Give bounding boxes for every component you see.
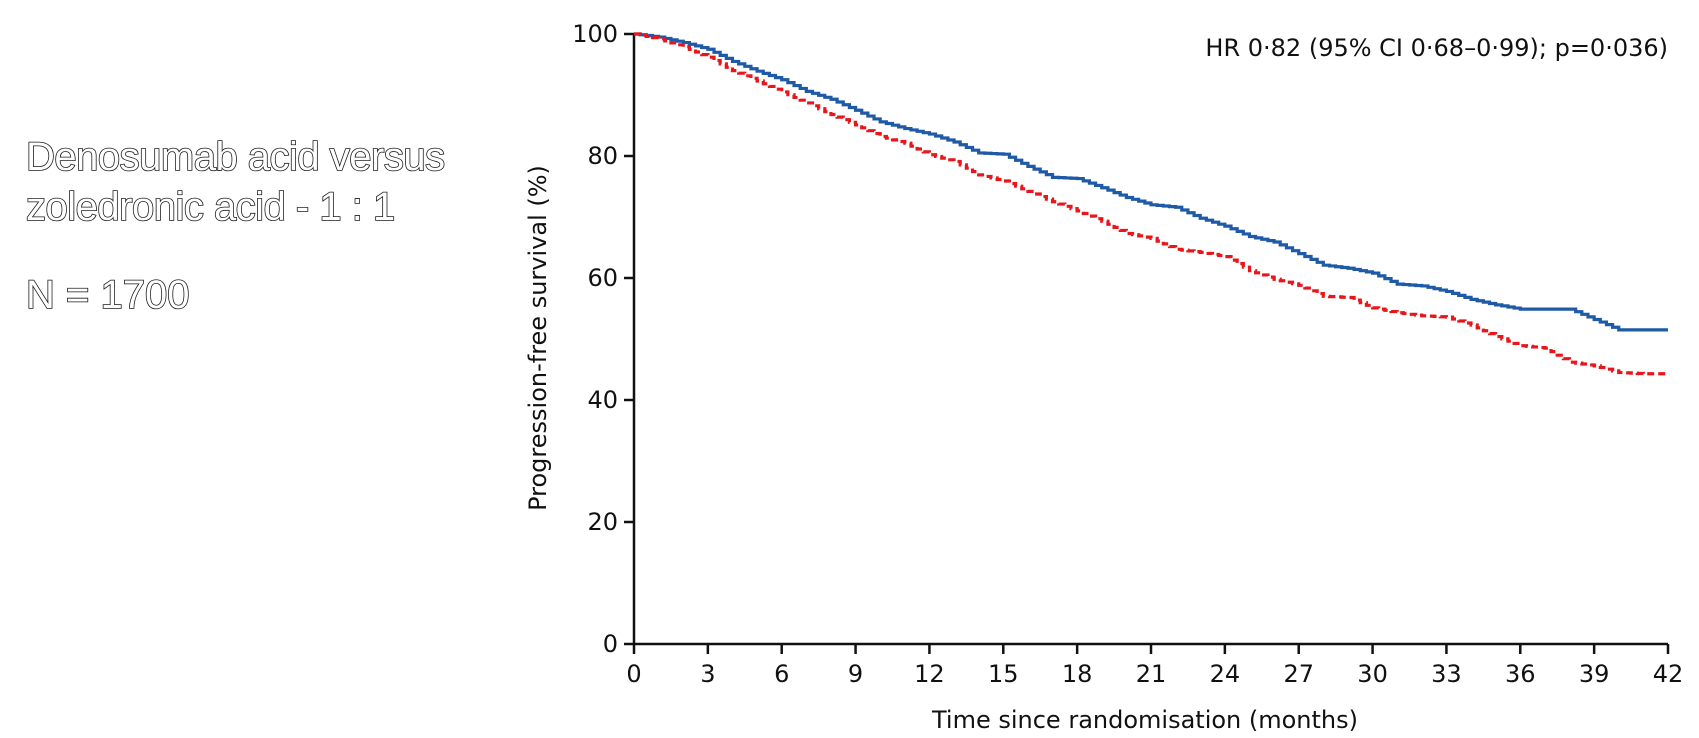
y-tick-label: 0 — [603, 630, 618, 658]
hazard-ratio-annotation: HR 0·82 (95% CI 0·68–0·99); p=0·036) — [1205, 34, 1668, 62]
x-tick-label: 21 — [1136, 660, 1167, 688]
x-tick-label: 36 — [1505, 660, 1536, 688]
x-tick-label: 27 — [1283, 660, 1314, 688]
y-tick-label: 60 — [587, 264, 618, 292]
y-tick-label: 40 — [587, 386, 618, 414]
series-solid-blue — [634, 32, 1668, 332]
series-dashed-red — [634, 32, 1668, 376]
side-title: Denosumab acid versus zoledronic acid - … — [25, 132, 446, 232]
x-tick-label: 33 — [1431, 660, 1462, 688]
y-axis-title: Progression-free survival (%) — [524, 165, 552, 511]
x-tick-label: 9 — [848, 660, 863, 688]
x-tick-label: 3 — [700, 660, 715, 688]
x-tick-label: 30 — [1357, 660, 1388, 688]
side-title-line-1: Denosumab acid versus — [25, 134, 446, 180]
x-tick-label: 24 — [1210, 660, 1241, 688]
x-tick-label: 39 — [1579, 660, 1610, 688]
x-axis-title: Time since randomisation (months) — [931, 706, 1358, 734]
y-tick-label: 80 — [587, 142, 618, 170]
x-tick-label: 18 — [1062, 660, 1093, 688]
x-tick-label: 0 — [626, 660, 641, 688]
side-title-line-2: zoledronic acid - 1 : 1 — [25, 184, 396, 230]
y-axis: 0 20 40 60 80 100 — [572, 20, 636, 658]
y-tick-label: 100 — [572, 20, 618, 48]
x-tick-label: 6 — [774, 660, 789, 688]
series-layer — [634, 32, 1668, 376]
y-tick-label: 20 — [587, 508, 618, 536]
x-tick-label: 12 — [914, 660, 945, 688]
x-axis: 0 3 6 9 12 15 18 21 24 27 30 33 36 39 42 — [626, 642, 1684, 688]
sample-size-label: N = 1700 — [25, 272, 190, 318]
x-tick-label: 42 — [1653, 660, 1684, 688]
x-tick-label: 15 — [988, 660, 1019, 688]
